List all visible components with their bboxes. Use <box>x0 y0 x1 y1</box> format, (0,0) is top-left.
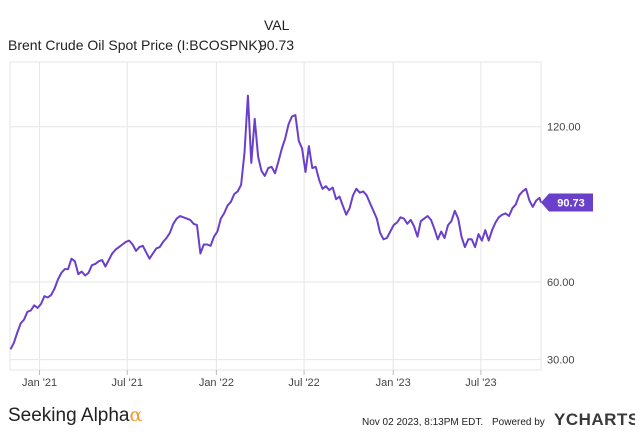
legend-value-header: VAL <box>264 17 290 33</box>
last-value-marker: 90.73 <box>541 193 593 212</box>
x-tick-label: Jan '21 <box>22 377 57 389</box>
chart-series <box>9 94 542 350</box>
last-value-label: 90.73 <box>557 197 585 209</box>
y-tick-label: 120.00 <box>547 122 581 134</box>
ycharts-logo-y: Y <box>554 410 566 429</box>
y-tick-label: 60.00 <box>547 277 575 289</box>
x-tick-label: Jan '22 <box>199 377 234 389</box>
chart-timestamp: Nov 02 2023, 8:13PM EDT. <box>362 417 484 428</box>
legend-series-name[interactable]: Brent Crude Oil Spot Price (I:BCOSPNK) <box>8 37 263 53</box>
x-axis-tick-labels: Jan '21 Jul '21 Jan '22 Jul '22 Jan '23 Jul '… <box>22 377 497 389</box>
y-tick-label: 30.00 <box>547 355 575 367</box>
x-tick-label: Jul '21 <box>112 377 143 389</box>
y-axis-tick-labels: 30.00 60.00 120.00 <box>547 122 581 367</box>
plot-frame <box>9 61 542 371</box>
alpha-symbol: α <box>129 404 143 426</box>
x-tick-label: Jul '23 <box>465 377 496 389</box>
x-tick-label: Jul '22 <box>288 377 319 389</box>
legend-series-value: 90.73 <box>259 37 295 53</box>
seeking-alpha-logo: Seeking Alphaα <box>8 404 142 427</box>
x-tick-label: Jan '23 <box>376 377 411 389</box>
seeking-alpha-text: Seeking Alpha <box>8 405 130 426</box>
chart-grid <box>9 61 542 375</box>
ycharts-logo[interactable]: YCHARTS <box>554 410 635 430</box>
powered-by-label: Powered by <box>492 417 545 428</box>
ycharts-logo-text: CHARTS <box>565 410 635 429</box>
series-line-brent-crude <box>9 94 542 350</box>
last-value-badge <box>541 193 593 212</box>
